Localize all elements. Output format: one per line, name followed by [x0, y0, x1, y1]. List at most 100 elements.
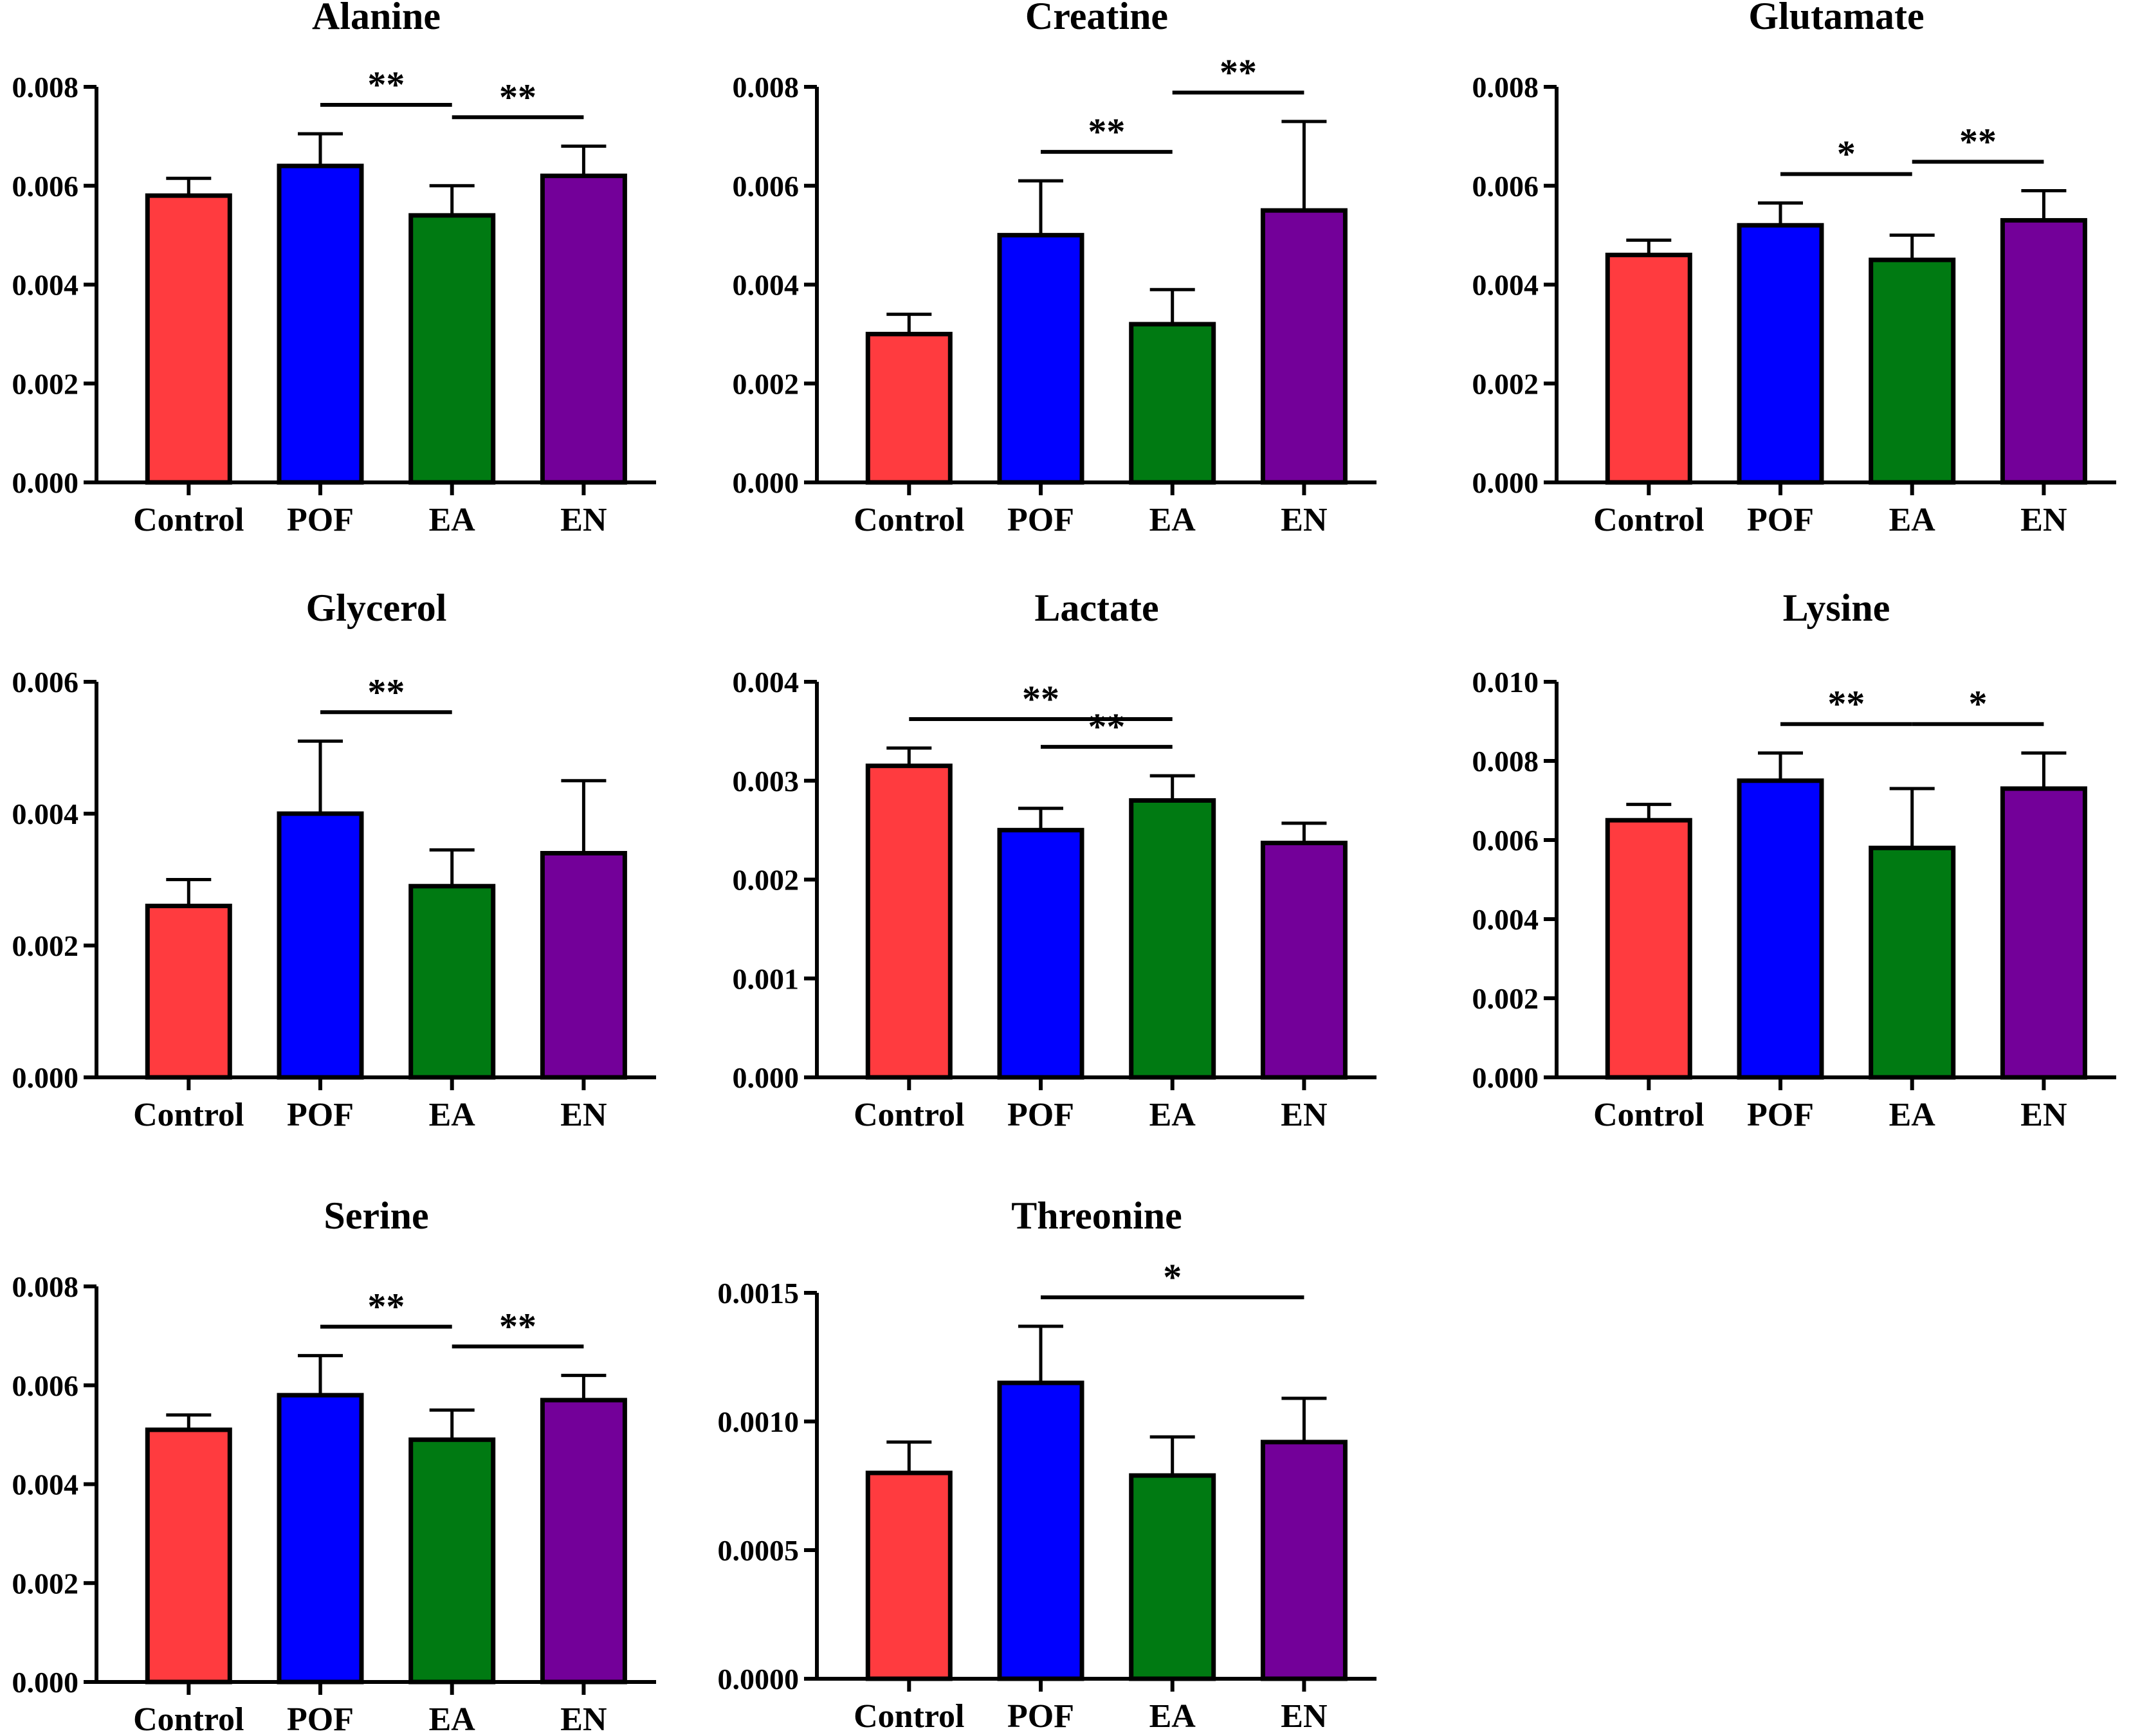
x-tick-label-control: Control — [854, 502, 964, 538]
y-tick-label: 0.000 — [733, 466, 800, 499]
bar-ea — [1129, 798, 1216, 1080]
x-tick-label-pof: POF — [1007, 1097, 1074, 1133]
y-tick-label: 0.008 — [1472, 745, 1539, 778]
y-tick-label: 0.000 — [1472, 466, 1539, 499]
bar-en — [1260, 208, 1348, 485]
y-tick-label: 0.006 — [12, 666, 79, 699]
y-tick-label: 0.000 — [12, 1061, 79, 1094]
x-tick-label-control: Control — [1593, 502, 1704, 538]
chart-title: Alanine — [312, 0, 441, 37]
chart-alanine: Alanine 0.000 0.002 0.004 0.006 0.008 Control P… — [12, 0, 656, 538]
y-tick-label: 0.0010 — [718, 1405, 800, 1438]
y-tick-label: 0.006 — [12, 1369, 79, 1402]
y-tick-label: 0.003 — [733, 765, 800, 798]
bar-en — [2000, 786, 2087, 1080]
bar-control — [145, 1427, 232, 1685]
y-tick-label: 0.001 — [733, 962, 800, 995]
y-tick-label: 0.006 — [1472, 170, 1539, 203]
bar-pof — [277, 163, 364, 485]
y-tick-label: 0.004 — [12, 798, 79, 830]
chart-creatine: Creatine 0.000 0.002 0.004 0.006 0.008 Control… — [733, 0, 1376, 538]
y-tick-label: 0.008 — [12, 71, 79, 104]
x-tick-label-control: Control — [133, 1701, 244, 1736]
significance-label: ** — [1088, 111, 1125, 152]
bar-pof — [1737, 778, 1824, 1080]
chart-serine: Serine 0.000 0.002 0.004 0.006 0.008 Control PO… — [12, 1194, 656, 1736]
x-tick-label-pof: POF — [287, 1701, 354, 1736]
y-tick-label: 0.000 — [1472, 1061, 1539, 1094]
bar-control — [1605, 818, 1692, 1080]
x-tick-label-en: EN — [1281, 502, 1327, 538]
bar-pof — [997, 828, 1084, 1080]
y-tick-label: 0.004 — [12, 269, 79, 302]
bar-ea — [1869, 845, 1956, 1080]
bar-pof — [277, 1393, 364, 1685]
x-tick-label-en: EN — [1281, 1097, 1327, 1133]
x-tick-label-control: Control — [854, 1698, 964, 1735]
chart-title: Lactate — [1034, 587, 1158, 629]
y-tick-label: 0.004 — [733, 666, 800, 699]
y-tick-label: 0.006 — [12, 170, 79, 203]
y-tick-label: 0.002 — [12, 367, 79, 400]
significance-label: ** — [367, 64, 405, 105]
y-tick-label: 0.0015 — [718, 1277, 800, 1310]
chart-title: Threonine — [1011, 1194, 1182, 1237]
bar-control — [1605, 252, 1692, 485]
significance-label: ** — [499, 1305, 536, 1347]
x-tick-label-pof: POF — [1007, 1698, 1074, 1735]
chart-title: Serine — [324, 1194, 428, 1237]
y-tick-label: 0.006 — [733, 170, 800, 203]
bar-control — [865, 1470, 953, 1681]
y-tick-label: 0.000 — [733, 1061, 800, 1094]
bar-ea — [1129, 1473, 1216, 1681]
significance-label: ** — [1022, 678, 1059, 720]
y-tick-label: 0.002 — [1472, 982, 1539, 1015]
bar-en — [540, 1398, 627, 1685]
chart-title: Lysine — [1783, 587, 1890, 629]
bar-control — [865, 331, 953, 485]
chart-title: Creatine — [1025, 0, 1168, 37]
x-tick-label-pof: POF — [1747, 1097, 1814, 1133]
significance-label: ** — [499, 76, 536, 118]
y-tick-label: 0.004 — [1472, 903, 1539, 936]
bar-pof — [997, 233, 1084, 485]
bar-en — [2000, 218, 2087, 485]
x-tick-label-control: Control — [133, 502, 244, 538]
bar-control — [865, 763, 953, 1080]
x-tick-label-ea: EA — [1889, 1097, 1936, 1133]
significance-label: * — [1163, 1256, 1182, 1298]
y-tick-label: 0.002 — [1472, 367, 1539, 400]
x-tick-label-ea: EA — [1149, 1097, 1196, 1133]
y-tick-label: 0.002 — [733, 864, 800, 897]
bar-pof — [997, 1380, 1084, 1681]
x-tick-label-en: EN — [560, 1097, 607, 1133]
chart-title: Glutamate — [1748, 0, 1924, 37]
x-tick-label-ea: EA — [1889, 502, 1936, 538]
chart-title: Glycerol — [306, 587, 447, 629]
significance-label: * — [1969, 683, 1988, 725]
chart-threonine: Threonine 0.0000 0.0005 0.0010 0.0015 Control… — [718, 1194, 1376, 1735]
x-tick-label-en: EN — [560, 502, 607, 538]
significance-label: ** — [1220, 51, 1257, 93]
y-tick-label: 0.000 — [12, 1666, 79, 1699]
x-tick-label-control: Control — [1593, 1097, 1704, 1133]
x-tick-label-pof: POF — [1007, 502, 1074, 538]
x-tick-label-en: EN — [2020, 502, 2067, 538]
bar-ea — [1869, 257, 1956, 485]
bar-ea — [408, 1437, 496, 1685]
significance-label: ** — [1088, 706, 1125, 747]
chart-glutamate: Glutamate 0.000 0.002 0.004 0.006 0.008 Contro… — [1472, 0, 2116, 538]
y-tick-label: 0.006 — [1472, 824, 1539, 857]
bar-ea — [408, 213, 496, 485]
significance-label: ** — [1827, 683, 1865, 725]
y-tick-label: 0.008 — [1472, 71, 1539, 104]
bar-en — [1260, 1439, 1348, 1681]
x-tick-label-ea: EA — [1149, 502, 1196, 538]
y-tick-label: 0.008 — [733, 71, 800, 104]
bar-en — [540, 173, 627, 485]
y-tick-label: 0.008 — [12, 1270, 79, 1303]
significance-label: ** — [367, 671, 405, 713]
x-tick-label-en: EN — [2020, 1097, 2067, 1133]
y-tick-label: 0.0000 — [718, 1663, 800, 1695]
y-tick-label: 0.000 — [12, 466, 79, 499]
